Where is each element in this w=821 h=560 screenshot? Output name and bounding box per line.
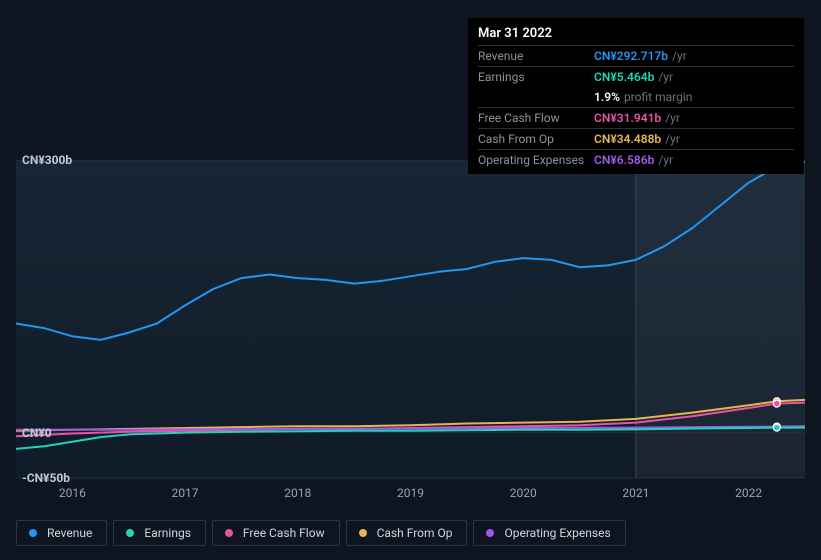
tooltip-metric-value: CN¥6.586b	[594, 153, 654, 167]
tooltip-rows: RevenueCN¥292.717b/yrEarningsCN¥5.464b/y…	[478, 45, 794, 170]
tooltip-row: Free Cash FlowCN¥31.941b/yr	[478, 107, 794, 128]
hover-tooltip: Mar 31 2022 RevenueCN¥292.717b/yrEarning…	[468, 18, 804, 174]
tooltip-metric-suffix: /yr	[665, 111, 680, 125]
legend-item[interactable]: Revenue	[16, 520, 107, 546]
x-tick-label: 2017	[172, 486, 199, 500]
legend: Revenue Earnings Free Cash Flow Cash From O…	[16, 520, 626, 546]
financials-chart[interactable]: CN¥300bCN¥0-CN¥50b 201620172018201920202…	[16, 160, 805, 520]
x-tick-label: 2020	[510, 486, 537, 500]
tooltip-metric-value: CN¥292.717b	[594, 49, 668, 63]
tooltip-metric-label: Earnings	[478, 70, 594, 84]
legend-dot-icon	[225, 529, 233, 537]
tooltip-metric-suffix: /yr	[672, 49, 687, 63]
legend-label: Free Cash Flow	[243, 526, 325, 540]
legend-dot-icon	[126, 529, 134, 537]
x-tick-label: 2021	[622, 486, 649, 500]
legend-dot-icon	[29, 529, 37, 537]
tooltip-row: RevenueCN¥292.717b/yr	[478, 45, 794, 66]
legend-item[interactable]: Operating Expenses	[473, 520, 625, 546]
tooltip-row: Cash From OpCN¥34.488b/yr	[478, 128, 794, 149]
tooltip-metric-label	[478, 90, 594, 104]
tooltip-metric-suffix: /yr	[658, 153, 673, 167]
legend-dot-icon	[486, 529, 494, 537]
legend-label: Earnings	[144, 526, 191, 540]
y-tick-label: CN¥300b	[22, 153, 72, 167]
tooltip-date: Mar 31 2022	[478, 26, 794, 41]
tooltip-metric-suffix: /yr	[658, 70, 673, 84]
tooltip-metric-label: Free Cash Flow	[478, 111, 594, 125]
tooltip-metric-value: CN¥31.941b	[594, 111, 661, 125]
tooltip-metric-value: CN¥34.488b	[594, 132, 661, 146]
legend-item[interactable]: Cash From Op	[346, 520, 468, 546]
legend-item[interactable]: Free Cash Flow	[212, 520, 340, 546]
x-tick-label: 2016	[59, 486, 86, 500]
legend-label: Revenue	[47, 526, 92, 540]
tooltip-metric-value: 1.9%	[594, 90, 620, 104]
x-tick-label: 2022	[735, 486, 762, 500]
x-tick-label: 2019	[397, 486, 424, 500]
tooltip-metric-value: CN¥5.464b	[594, 70, 654, 84]
y-tick-label: -CN¥50b	[22, 471, 70, 485]
legend-item[interactable]: Earnings	[113, 520, 206, 546]
tooltip-metric-suffix: /yr	[665, 132, 680, 146]
legend-dot-icon	[359, 529, 367, 537]
legend-label: Cash From Op	[377, 526, 453, 540]
y-tick-label: CN¥0	[22, 426, 52, 440]
tooltip-metric-label: Revenue	[478, 49, 594, 63]
tooltip-metric-suffix: profit margin	[624, 90, 692, 104]
tooltip-metric-label: Operating Expenses	[478, 153, 594, 167]
tooltip-row: EarningsCN¥5.464b/yr	[478, 66, 794, 87]
tooltip-row: Operating ExpensesCN¥6.586b/yr	[478, 149, 794, 170]
chart-canvas	[16, 160, 805, 500]
tooltip-metric-label: Cash From Op	[478, 132, 594, 146]
legend-label: Operating Expenses	[504, 526, 610, 540]
x-tick-label: 2018	[284, 486, 311, 500]
tooltip-row: 1.9% profit margin	[478, 87, 794, 107]
